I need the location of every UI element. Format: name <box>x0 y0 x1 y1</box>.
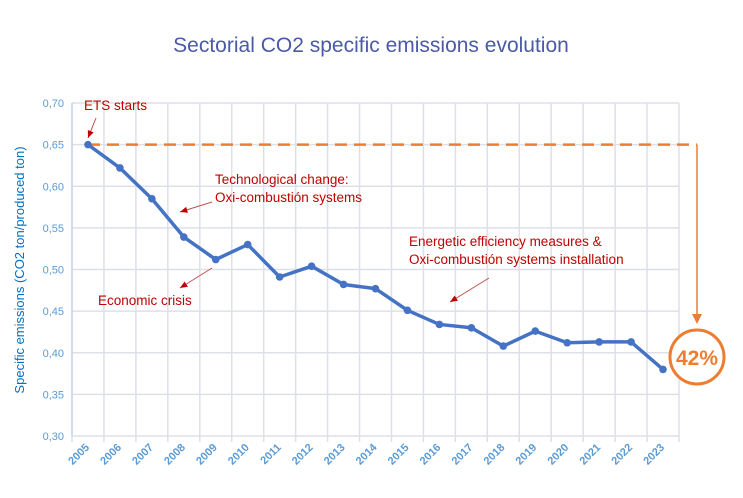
annotation-line: Oxi-combustión systems <box>215 190 362 205</box>
x-tick-label: 2012 <box>290 442 316 468</box>
reference-line-group <box>87 143 702 324</box>
x-tick-label: 2019 <box>514 442 540 468</box>
y-tick-label: 0,30 <box>43 431 64 443</box>
data-point <box>531 327 540 335</box>
y-tick-label: 0,45 <box>43 306 64 318</box>
data-point <box>371 284 380 293</box>
data-point <box>659 365 667 374</box>
reduction-circle <box>668 328 726 386</box>
data-point <box>403 306 412 315</box>
x-tick-label: 2021 <box>577 442 603 468</box>
y-axis-label: Specific emissions (CO2 ton/produced ton… <box>12 146 27 393</box>
data-point <box>499 342 508 350</box>
series <box>84 140 667 374</box>
y-tick-label: 0,35 <box>43 389 64 401</box>
x-tick-label: 2008 <box>162 442 188 468</box>
y-tick-label: 0,55 <box>43 223 64 235</box>
annotation-line: Economic crisis <box>98 293 192 308</box>
annotation-arrow-head <box>450 295 458 302</box>
annotation-arrow-head <box>87 130 94 138</box>
annotation-text: Energetic efficiency measures & Oxi-combu… <box>409 234 624 267</box>
data-point <box>180 233 188 241</box>
x-tick-label: 2009 <box>194 442 220 468</box>
x-tick-label: 2016 <box>418 442 444 468</box>
annotation-line: Oxi-combustión systems installation <box>409 252 624 267</box>
annotation-text: ETS starts <box>84 98 147 113</box>
annotation-arrow-head <box>180 206 188 213</box>
x-tick-label: 2020 <box>546 442 572 468</box>
data-point <box>84 140 92 149</box>
data-point <box>275 273 284 281</box>
x-tick-label: 2023 <box>641 442 667 468</box>
x-tick-label: 2018 <box>482 442 508 468</box>
data-point <box>307 262 316 270</box>
data-point <box>243 240 252 249</box>
chart-title: Sectorial CO2 specific emissions evoluti… <box>173 34 569 57</box>
data-point <box>339 280 348 289</box>
annotation-text: Technological change: Oxi-combustión syst… <box>215 172 362 205</box>
reduction-arrow-head <box>692 314 702 324</box>
x-tick-label: 2007 <box>130 442 156 468</box>
grid <box>71 102 680 442</box>
x-tick-label: 2006 <box>98 442 124 468</box>
data-point <box>435 320 444 329</box>
x-tick-label: 2022 <box>609 442 635 468</box>
data-point <box>148 194 156 203</box>
x-ticks: 2005 2006 2007 2008 2009 2010 2011 2012 2013 2014… <box>66 441 667 467</box>
x-tick-label: 2005 <box>66 442 92 468</box>
y-tick-label: 0,60 <box>43 181 64 193</box>
reduction-badge-text: 42% <box>676 347 718 370</box>
annotation-arrow-line <box>449 277 490 303</box>
annotation-line: ETS starts <box>84 98 147 113</box>
annotations: ETS starts Technological change: Oxi-combu… <box>84 98 624 308</box>
x-tick-label: 2014 <box>354 441 380 467</box>
data-point <box>211 255 220 264</box>
annotation-text: Economic crisis <box>98 293 192 308</box>
x-tick-label: 2010 <box>226 442 252 468</box>
data-point <box>595 338 603 346</box>
annotation-line: Energetic efficiency measures & <box>409 234 602 249</box>
x-tick-label: 2011 <box>258 442 283 467</box>
y-tick-label: 0,50 <box>43 265 64 277</box>
x-tick-label: 2015 <box>386 442 412 468</box>
y-tick-label: 0,40 <box>43 348 64 360</box>
data-point <box>563 338 571 347</box>
x-tick-label: 2013 <box>322 442 348 468</box>
annotation-line: Technological change: <box>215 172 349 187</box>
y-tick-label: 0,65 <box>43 140 64 152</box>
data-point <box>627 338 635 346</box>
y-ticks: 0,30 0,35 0,40 0,45 0,50 0,55 0,60 0,65 0,70 <box>43 98 64 443</box>
x-tick-label: 2017 <box>450 442 476 468</box>
y-tick-label: 0,70 <box>43 98 64 110</box>
data-point <box>116 164 124 172</box>
data-point <box>467 323 476 332</box>
annotation-arrow-head <box>180 281 188 288</box>
reduction-badge-group: 42% <box>668 328 726 386</box>
